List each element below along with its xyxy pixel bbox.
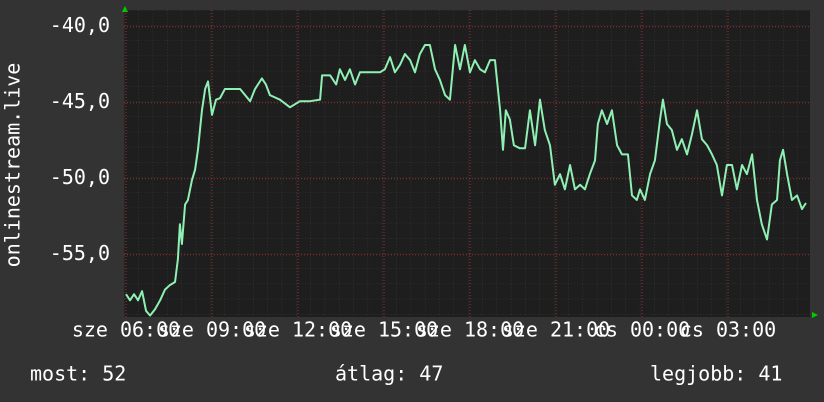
y-tick-label: -50,0 [50, 165, 110, 189]
y-arrow [122, 6, 128, 12]
y-tick-label: -45,0 [50, 89, 110, 113]
stat-label: legjobb: 41 [650, 362, 782, 386]
x-tick-label: sze 09:00 [158, 318, 266, 342]
x-tick-label: cs 03:00 [680, 318, 776, 342]
stat-label: most: 52 [30, 362, 126, 386]
series-line [125, 43, 807, 317]
x-tick-label: sze 06:00 [72, 318, 180, 342]
y-tick-label: -55,0 [50, 241, 110, 265]
x-tick-label: cs 00:00 [594, 318, 690, 342]
x-tick-label: sze 21:00 [502, 318, 610, 342]
x-arrow [812, 312, 818, 318]
x-tick-label: sze 15:00 [330, 318, 438, 342]
stat-label: átlag: 47 [335, 362, 443, 386]
x-tick-label: sze 12:00 [244, 318, 352, 342]
y-tick-label: -40,0 [50, 13, 110, 37]
x-tick-label: sze 18:00 [416, 318, 524, 342]
y-axis-label: onlinestream.live [1, 63, 25, 268]
